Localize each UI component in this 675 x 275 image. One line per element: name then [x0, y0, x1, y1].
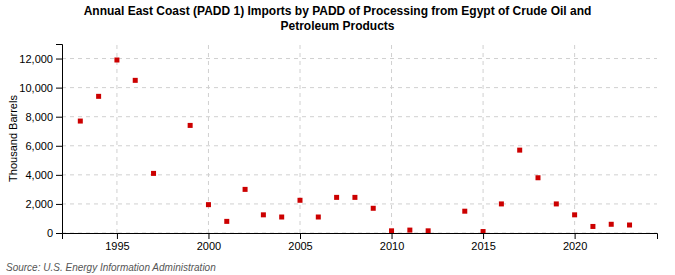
point [517, 148, 522, 153]
y-tick-mark [56, 117, 62, 118]
point [78, 119, 83, 124]
y-grid-line [62, 116, 657, 117]
y-grid-line [62, 145, 657, 146]
x-grid-line [483, 44, 484, 233]
y-tick: 4,000 [25, 169, 62, 181]
point [572, 212, 577, 217]
point [426, 228, 431, 233]
y-axis: 0 2,000 4,000 6,000 8,000 10,000 12,000 [19, 45, 62, 240]
y-axis-line [56, 45, 63, 234]
y-grid-line [62, 58, 657, 59]
y-tick-mark [56, 175, 62, 176]
point [133, 78, 138, 83]
y-tick-mark [56, 146, 62, 147]
x-tick: 2020 [563, 233, 587, 252]
point [371, 206, 376, 211]
x-tick-label: 2015 [471, 240, 495, 252]
point [352, 195, 357, 200]
point [188, 123, 193, 128]
x-tick-mark [208, 233, 209, 239]
point [206, 202, 211, 207]
x-axis: 1995 2000 2005 2010 2015 2020 [63, 233, 658, 252]
y-tick-mark [56, 59, 62, 60]
y-tick: 0 [47, 227, 62, 239]
point [481, 229, 486, 233]
x-tick-label: 2020 [563, 240, 587, 252]
y-tick: 12,000 [19, 53, 62, 65]
source-note: Source: U.S. Energy Information Administ… [6, 262, 216, 273]
x-tick-mark [117, 233, 118, 239]
y-tick-label: 8,000 [25, 111, 53, 123]
point [334, 195, 339, 200]
point [609, 222, 614, 227]
y-tick: 6,000 [25, 140, 62, 152]
y-tick: 2,000 [25, 198, 62, 210]
point [261, 212, 266, 217]
x-tick-label: 2005 [288, 240, 312, 252]
y-tick-label: 2,000 [25, 198, 53, 210]
x-tick-mark [300, 233, 301, 239]
y-grid-line [62, 203, 657, 204]
point [389, 228, 394, 233]
point [462, 209, 467, 214]
x-grid-line [574, 44, 575, 233]
point [499, 201, 504, 206]
point [114, 57, 119, 62]
y-tick: 10,000 [19, 82, 62, 94]
y-tick-label: 0 [47, 227, 53, 239]
y-tick: 8,000 [25, 111, 62, 123]
y-tick-mark [56, 233, 62, 234]
y-tick-label: 6,000 [25, 140, 53, 152]
point [224, 219, 229, 224]
point [279, 215, 284, 220]
x-tick-label: 1995 [105, 240, 129, 252]
x-tick-mark [392, 233, 393, 239]
x-tick-mark [575, 233, 576, 239]
point [96, 94, 101, 99]
y-tick-label: 10,000 [19, 82, 53, 94]
x-tick: 2010 [380, 233, 404, 252]
x-tick-mark [483, 233, 484, 239]
point [243, 187, 248, 192]
x-axis-line [63, 234, 658, 240]
x-tick: 1995 [105, 233, 129, 252]
x-grid-line [391, 44, 392, 233]
point [590, 224, 595, 229]
y-grid-line [62, 87, 657, 88]
y-axis-title: Thousand Barrels [7, 95, 19, 182]
point [536, 175, 541, 180]
title: Annual East Coast (PADD 1) Imports by PA… [84, 4, 592, 33]
x-tick: 2000 [197, 233, 221, 252]
x-tick: 2015 [471, 233, 495, 252]
grid [62, 44, 657, 233]
chart: 1995 2000 2005 2010 2015 2020 0 2,000 4,000 6,000… [0, 0, 675, 275]
y-tick-mark [56, 204, 62, 205]
x-tick-label: 2000 [197, 240, 221, 252]
point [151, 171, 156, 176]
y-tick-label: 12,000 [19, 53, 53, 65]
y-tick-label: 4,000 [25, 169, 53, 181]
point [316, 215, 321, 220]
x-grid-line [116, 44, 117, 233]
x-tick-label: 2010 [380, 240, 404, 252]
y-tick-mark [56, 88, 62, 89]
point [627, 223, 632, 228]
point [298, 198, 303, 203]
point [554, 201, 559, 206]
point [407, 228, 412, 233]
x-tick: 2005 [288, 233, 312, 252]
x-grid-line [300, 44, 301, 233]
points [78, 57, 632, 233]
